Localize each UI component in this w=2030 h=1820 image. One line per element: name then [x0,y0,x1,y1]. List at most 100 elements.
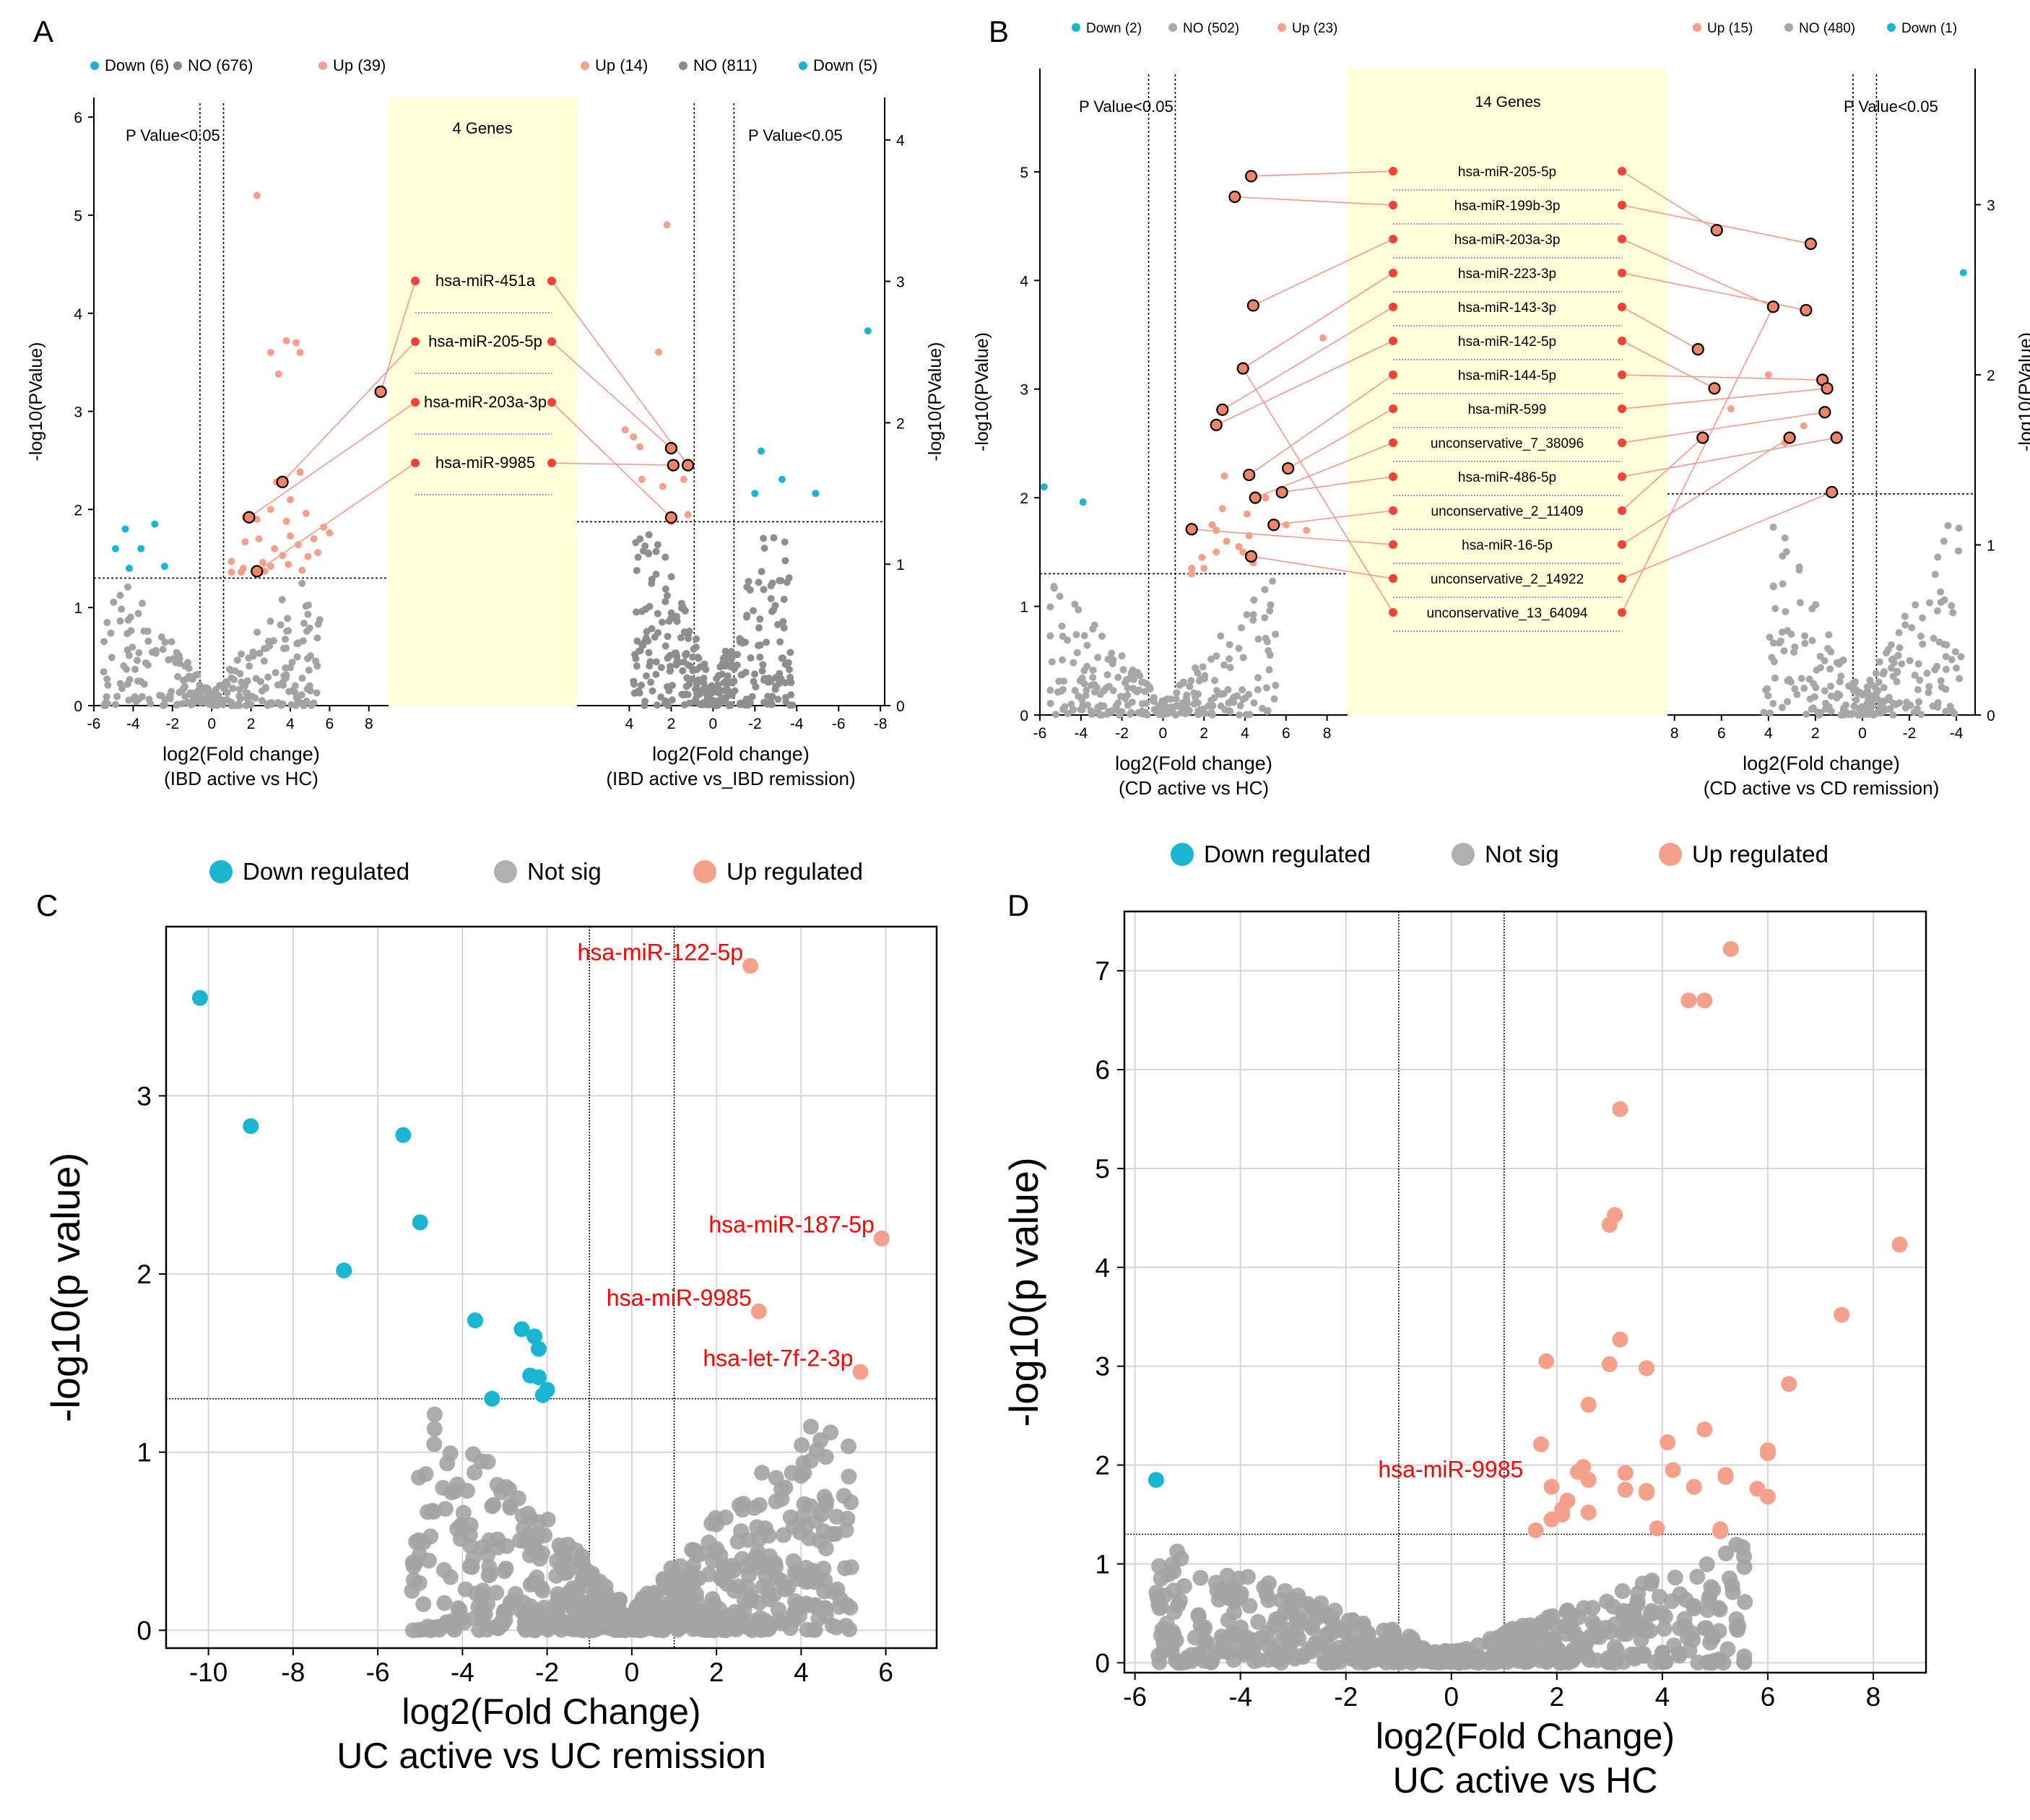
ns-point [1766,633,1774,641]
legend-label: Up (39) [333,56,386,74]
y-tick-label: 3 [1987,197,1995,214]
plot-c: -10 -8 -6 -4 -2 0 2 4 6 0 1 2 3 log2(Fold Change)UC a… [43,858,938,1776]
ns-point [123,680,131,688]
ns-point [1138,678,1146,686]
ns-point [103,618,111,626]
ns-point [752,683,760,691]
ns-point [415,1534,432,1551]
ns-point [1046,686,1054,694]
up-point [294,541,302,549]
ns-point [667,615,675,623]
connector-right [551,341,672,449]
y-axis-label: -log10(p value) [43,1153,88,1423]
up-point [227,568,235,576]
ns-point [455,1504,472,1521]
ns-point [108,654,116,662]
ns-point [227,674,235,682]
ns-point [1816,711,1823,719]
gene-left-dot [1389,608,1397,617]
ns-point [786,666,794,674]
gene-label: unconservative_2_11409 [1431,504,1584,519]
ns-point [1502,1638,1519,1655]
up-point [296,468,304,476]
ns-point [755,624,763,632]
ns-point [1888,656,1896,664]
ns-point [662,553,669,561]
ns-point [157,633,165,641]
ns-point [1886,696,1894,703]
ns-point [1192,1569,1209,1586]
up-point [1834,1306,1850,1323]
up-point [227,558,235,566]
ns-point [1599,1652,1615,1669]
ns-point [725,701,733,709]
ns-point [1070,659,1077,667]
up-point [852,1364,869,1380]
ns-point [300,701,308,709]
ns-point [747,654,755,662]
x-tick-label: 0 [625,1658,640,1687]
ns-point [770,1601,786,1618]
up-point [1727,405,1735,413]
ns-point [144,637,152,645]
down-point [121,525,129,533]
ns-point [118,685,126,693]
up-point [1686,1478,1702,1495]
legend-label: Up (23) [1292,21,1337,36]
ns-point [1523,1648,1540,1665]
ns-point [654,610,662,618]
x-axis-label: log2(Fold change) [1115,753,1272,774]
ns-point [484,1498,500,1514]
ns-point [1190,1608,1207,1624]
ns-point [1217,632,1225,640]
ns-point [756,653,764,661]
ns-point [1136,672,1144,680]
ns-point [733,651,741,659]
ns-point [1083,701,1091,709]
ns-point [120,662,128,670]
ns-point [680,658,688,666]
up-point [266,349,274,357]
ns-point [817,1540,834,1556]
ns-point [1690,1654,1706,1670]
ns-point [1159,703,1167,711]
gene-right-dot [547,398,556,407]
ns-point [282,671,290,679]
highlighted-point [1826,485,1839,499]
ns-point [306,652,314,660]
highlighted-point [1275,486,1288,499]
ns-point [1291,1613,1307,1630]
ns-point [767,582,775,590]
up-point [1612,1331,1628,1348]
up-point [1781,1376,1797,1392]
ns-point [1735,1539,1751,1556]
ns-point [238,650,246,658]
ns-point [662,642,669,650]
ns-point [653,701,661,709]
gene-left-dot [1389,235,1397,243]
ns-point [643,672,651,680]
ns-point [174,672,182,680]
ns-point [249,648,257,656]
ns-point [1057,688,1065,696]
ns-point [761,1559,778,1576]
ns-point [673,656,681,664]
ns-point [1880,708,1888,716]
ns-point [465,1446,482,1462]
y-axis-label: -log10(PValue) [2016,332,2030,451]
ns-point [223,696,231,703]
ns-point [1886,705,1894,713]
ns-point [111,701,119,708]
ns-point [305,666,313,674]
y-axis-label: -log10(p value) [1001,1157,1046,1427]
ns-point [1130,675,1138,683]
x-axis-sublabel: (CD active vs HC) [1119,777,1269,799]
legend-label: Down (5) [813,56,877,74]
legend-marker [1784,23,1793,32]
ns-point [1736,1559,1753,1575]
ns-point [755,578,763,586]
ns-point [129,644,136,651]
ns-point [1910,708,1918,716]
ns-point [714,1621,731,1638]
ns-point [185,664,193,672]
